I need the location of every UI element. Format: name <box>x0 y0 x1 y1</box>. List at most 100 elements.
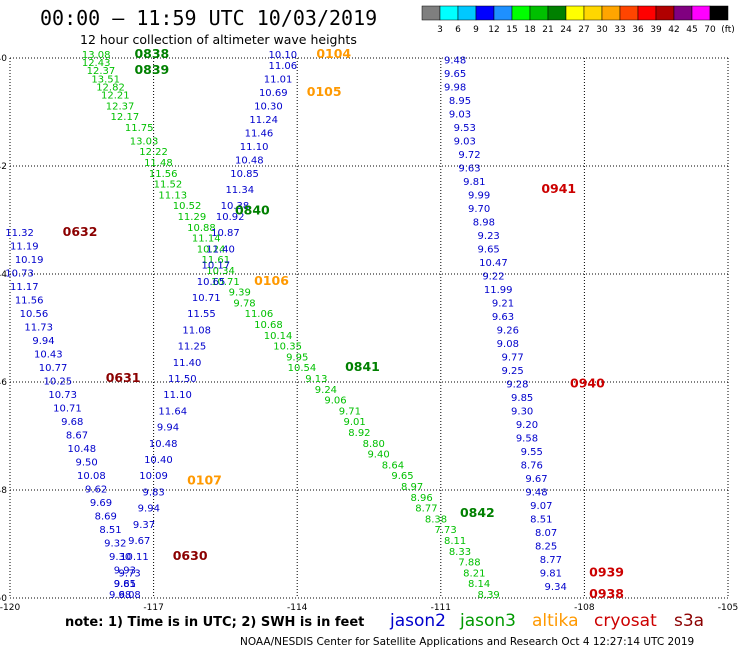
y-tick-label: -48 <box>0 486 7 496</box>
swh-value: 11.99 <box>484 285 513 296</box>
swh-value: 10.19 <box>15 255 44 266</box>
swh-value: 9.30 <box>511 406 533 417</box>
color-scale-swatch <box>475 5 495 21</box>
swh-value: 9.65 <box>391 471 413 482</box>
pass-time-label: 0632 <box>63 224 98 239</box>
swh-value: 10.85 <box>230 169 259 180</box>
color-scale-label: 3 <box>437 25 443 35</box>
swh-value: 8.11 <box>444 536 466 547</box>
swh-value: 8.51 <box>99 525 121 536</box>
swh-value: 9.81 <box>463 177 485 188</box>
swh-value: 9.71 <box>339 406 361 417</box>
color-scale-label: 21 <box>542 25 553 35</box>
swh-observations: 13.0812.4312.3713.5112.8212.2112.3712.17… <box>5 50 567 601</box>
swh-value: 9.95 <box>286 352 308 363</box>
swh-value: 11.46 <box>245 128 274 139</box>
swh-value: 10.92 <box>216 212 245 223</box>
swh-value: 10.43 <box>34 350 63 361</box>
swh-value: 8.80 <box>363 439 385 450</box>
swh-value: 11.10 <box>240 142 269 153</box>
swh-value: 9.25 <box>501 366 523 377</box>
swh-value: 9.99 <box>468 190 490 201</box>
swh-value: 11.56 <box>149 169 178 180</box>
swh-value: 11.40 <box>206 244 235 255</box>
axis-ticks: -120 -117 -114 -111 -108 -105 -40 -42 -44 -46 -48 -… <box>0 54 738 613</box>
swh-value: 11.13 <box>158 190 187 201</box>
swh-value: 11.06 <box>245 309 274 320</box>
pass-time-label: 0842 <box>460 505 495 520</box>
swh-value: 8.96 <box>411 493 433 504</box>
swh-value: 10.08 <box>77 471 106 482</box>
swh-value: 9.32 <box>104 539 126 550</box>
swh-value: 11.40 <box>173 358 202 369</box>
swh-value: 11.29 <box>178 212 207 223</box>
satellite-legend: jason2 jason3 altika cryosat s3a <box>389 611 704 631</box>
swh-value: 9.01 <box>344 417 366 428</box>
color-scale-label: (ft) <box>721 25 735 35</box>
color-scale-label: 15 <box>506 25 517 35</box>
swh-value: 8.77 <box>540 555 562 566</box>
swh-value: 9.83 <box>142 487 164 498</box>
swh-value: 13.03 <box>130 136 159 147</box>
y-tick-label: -42 <box>0 162 7 172</box>
swh-value: 9.06 <box>324 396 346 407</box>
swh-value: 9.28 <box>506 379 528 390</box>
swh-value: 9.98 <box>444 82 466 93</box>
swh-value: 11.56 <box>15 296 44 307</box>
color-scale-swatch <box>493 5 513 21</box>
swh-value: 8.33 <box>449 547 471 558</box>
color-scale-label: 18 <box>524 25 536 35</box>
swh-value: 11.50 <box>168 374 197 385</box>
color-scale-swatch <box>637 5 657 21</box>
pass-time-label: 0839 <box>134 62 169 77</box>
lat-lon-grid <box>9 57 729 599</box>
x-tick-label: -114 <box>287 603 308 613</box>
color-scale-swatch <box>673 5 693 21</box>
swh-value: 13.51 <box>91 74 120 85</box>
swh-value: 13.08 <box>82 50 111 61</box>
swh-value: 12.22 <box>139 147 168 158</box>
color-scale-swatch <box>655 5 675 21</box>
swh-value: 9.58 <box>516 433 538 444</box>
swh-value: 8.69 <box>95 512 117 523</box>
swh-value: 9.68 <box>61 417 83 428</box>
satellite-name: altika <box>532 611 579 631</box>
color-scale-label: 36 <box>632 25 644 35</box>
swh-value: 8.67 <box>66 431 88 442</box>
swh-value: 10.68 <box>254 320 283 331</box>
swh-value: 11.08 <box>182 325 211 336</box>
swh-value: 9.20 <box>516 420 538 431</box>
swh-value: 10.38 <box>221 201 250 212</box>
swh-value: 9.37 <box>133 520 155 531</box>
color-scale-swatch <box>565 5 585 21</box>
pass-time-label: 0838 <box>134 46 169 61</box>
y-tick-label: -44 <box>0 270 7 280</box>
swh-value: 9.55 <box>521 447 543 458</box>
color-scale-label: 24 <box>560 25 572 35</box>
swh-value: 9.53 <box>454 123 476 134</box>
swh-value: 9.68 <box>109 590 131 601</box>
swh-value: 9.65 <box>444 69 466 80</box>
swh-value: 9.78 <box>233 298 255 309</box>
pass-time-label: 0938 <box>589 586 624 601</box>
color-scale-label: 33 <box>614 25 625 35</box>
swh-value: 9.65 <box>478 244 500 255</box>
swh-value: 9.22 <box>482 271 504 282</box>
footer-note: note: 1) Time is in UTC; 2) SWH is in fe… <box>65 615 364 630</box>
swh-value: 9.63 <box>492 312 514 323</box>
swh-value: 9.07 <box>530 501 552 512</box>
pass-time-label: 0940 <box>570 375 605 390</box>
swh-value: 9.61 <box>114 579 136 590</box>
swh-value: 10.65 <box>197 277 226 288</box>
swh-value: 8.51 <box>530 514 552 525</box>
swh-value: 8.07 <box>535 528 557 539</box>
swh-value: 9.70 <box>468 204 490 215</box>
swh-value: 9.24 <box>315 385 337 396</box>
x-tick-label: -117 <box>143 603 163 613</box>
swh-value: 11.64 <box>158 406 187 417</box>
swh-value: 10.69 <box>259 88 288 99</box>
swh-value: 12.37 <box>87 66 116 77</box>
